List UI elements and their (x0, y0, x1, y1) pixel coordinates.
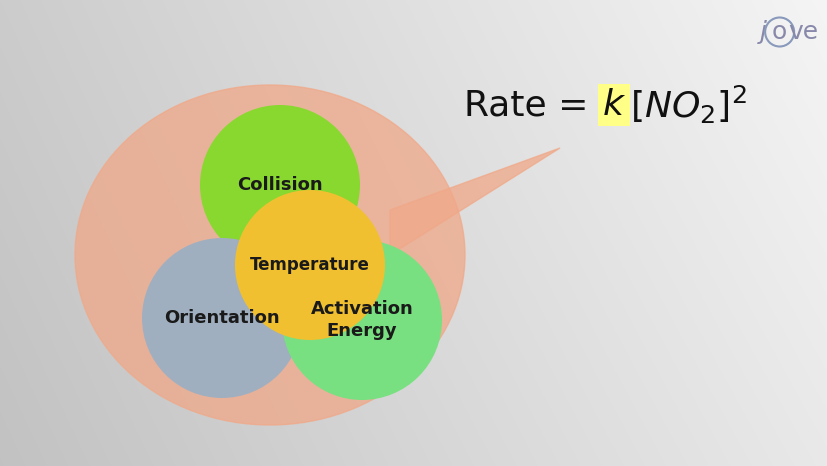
Circle shape (235, 190, 385, 340)
Circle shape (282, 240, 442, 400)
Text: $[NO_2]^2$: $[NO_2]^2$ (629, 84, 746, 126)
Text: ve: ve (787, 20, 817, 44)
Text: Activation
Energy: Activation Energy (310, 300, 413, 340)
Text: $\mathit{k}$: $\mathit{k}$ (601, 88, 625, 122)
Text: j: j (759, 20, 766, 44)
Text: o: o (771, 20, 786, 44)
Text: Collision: Collision (237, 176, 323, 194)
Polygon shape (390, 148, 559, 255)
Circle shape (141, 238, 302, 398)
Text: Rate =: Rate = (463, 88, 600, 122)
Circle shape (200, 105, 360, 265)
Text: Temperature: Temperature (250, 256, 370, 274)
Text: Orientation: Orientation (164, 309, 280, 327)
Ellipse shape (75, 85, 465, 425)
